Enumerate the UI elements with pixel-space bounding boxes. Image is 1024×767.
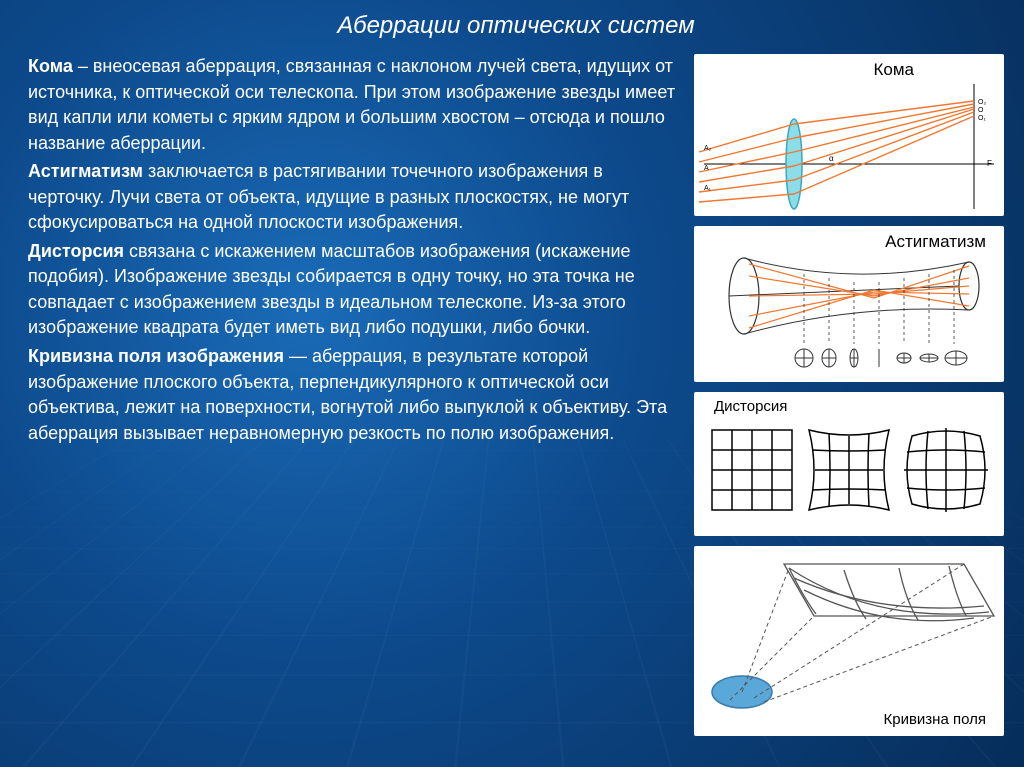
- para-curv: Кривизна поля изображения — аберрация, в…: [28, 344, 676, 446]
- label-curv: Кривизна поля: [884, 711, 987, 728]
- svg-text:A₂: A₂: [704, 145, 712, 152]
- para-dist: Дисторсия связана с искажением масштабов…: [28, 239, 676, 341]
- label-dist: Дисторсия: [714, 398, 787, 415]
- diagram-coma: Кома: [694, 54, 1004, 216]
- svg-text:F: F: [987, 159, 992, 168]
- term-curv: Кривизна поля изображения: [28, 346, 284, 366]
- svg-text:O₁: O₁: [978, 115, 986, 122]
- svg-text:α: α: [829, 154, 834, 163]
- para-astig: Астигматизм заключается в растягивании т…: [28, 159, 676, 236]
- text-column: Кома – внеосевая аберрация, связанная с …: [28, 54, 676, 757]
- diagram-distortion: Дисторсия: [694, 392, 1004, 536]
- svg-text:O₂: O₂: [978, 99, 986, 106]
- label-astig: Астигматизм: [885, 232, 986, 252]
- term-dist: Дисторсия: [28, 241, 124, 261]
- term-astig: Астигматизм: [28, 161, 143, 181]
- svg-text:O: O: [978, 107, 984, 114]
- page-title: Аберрации оптических систем: [28, 12, 1004, 40]
- term-coma: Кома: [28, 56, 73, 76]
- diagram-column: Кома: [694, 54, 1004, 757]
- svg-text:A: A: [704, 165, 709, 172]
- diagram-field-curvature: Кривизна поля: [694, 546, 1004, 736]
- main-content: Кома – внеосевая аберрация, связанная с …: [28, 54, 1004, 757]
- para-coma: Кома – внеосевая аберрация, связанная с …: [28, 54, 676, 156]
- label-coma: Кома: [874, 60, 915, 80]
- diagram-astigmatism: Астигматизм: [694, 226, 1004, 382]
- text-coma: – внеосевая аберрация, связанная с накло…: [28, 56, 675, 153]
- svg-text:A₁: A₁: [704, 185, 712, 192]
